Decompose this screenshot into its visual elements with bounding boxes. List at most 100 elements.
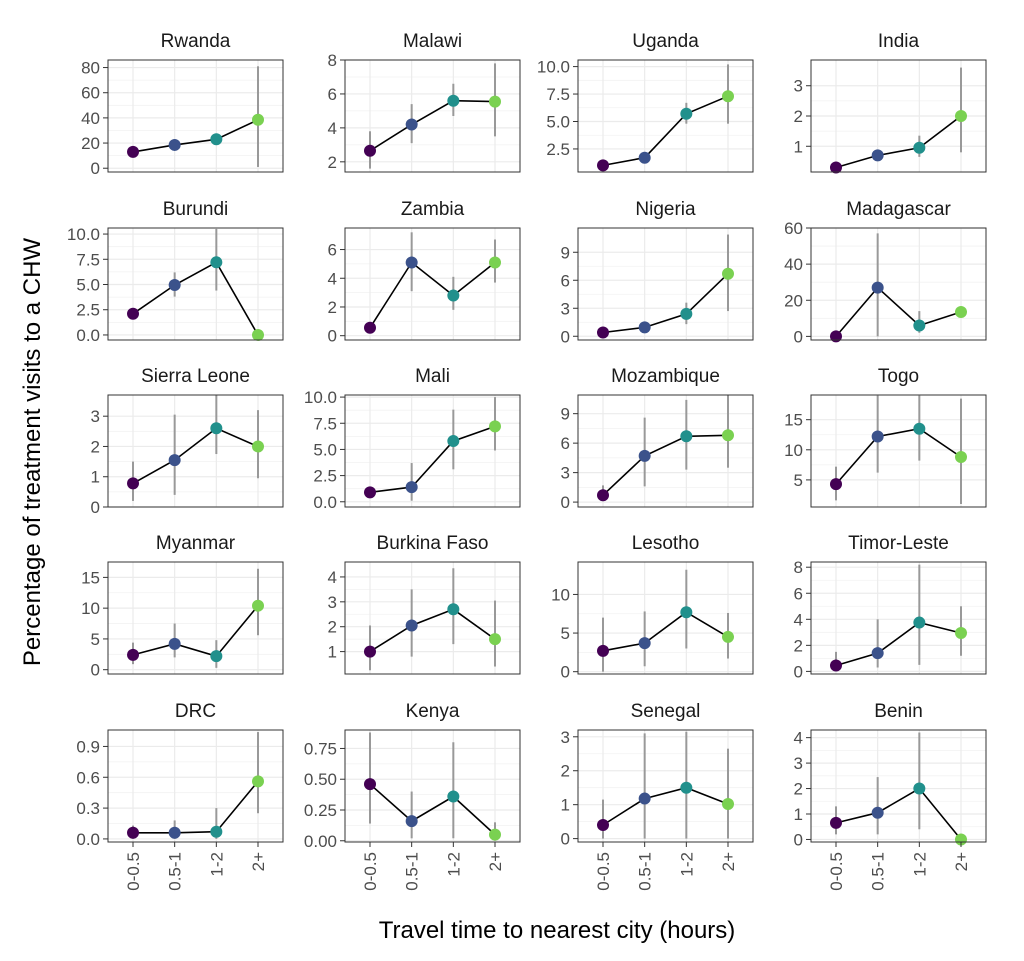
panel-border xyxy=(810,561,987,675)
data-point xyxy=(913,319,926,332)
data-point xyxy=(168,826,181,839)
facet-title: Burundi xyxy=(163,199,229,220)
y-tick-label: 20 xyxy=(81,134,100,153)
y-tick-label: 3 xyxy=(561,728,570,747)
facet-title: Senegal xyxy=(631,701,701,722)
panel-border xyxy=(107,227,284,341)
panel-background xyxy=(108,395,283,507)
data-point xyxy=(871,430,884,443)
panel-border xyxy=(344,561,521,675)
panel-madagascar: 0 20 40 60 Madagascar xyxy=(784,199,987,346)
data-point xyxy=(597,326,609,339)
panel-background xyxy=(578,60,753,172)
x-tick-label: 0-0.5 xyxy=(827,852,846,891)
x-tick-label: 0-0.5 xyxy=(361,852,380,891)
panel-sierra-leone: 0 1 2 3 Sierra Leone xyxy=(91,366,284,517)
facet-title: Togo xyxy=(878,366,919,387)
data-point xyxy=(489,633,501,646)
data-point xyxy=(489,95,501,108)
y-tick-label: 3 xyxy=(328,593,337,612)
y-tick-label: 10.0 xyxy=(537,58,570,77)
data-point xyxy=(955,626,967,639)
x-tick-label: 0.5-1 xyxy=(403,852,422,891)
panel-background xyxy=(811,395,986,507)
y-tick-label: 2 xyxy=(328,153,337,172)
panel-zambia: 0 2 4 6 Zambia xyxy=(328,199,521,346)
data-point xyxy=(955,110,967,122)
facet-title: Madagascar xyxy=(846,199,951,220)
y-tick-label: 0.0 xyxy=(76,326,100,345)
y-axis-title: Percentage of treatment visits to a CHW xyxy=(19,238,46,667)
panel-background xyxy=(811,562,986,674)
y-tick-label: 2 xyxy=(91,437,100,456)
panel-background xyxy=(578,228,753,340)
panel-nigeria: 0 3 6 9 Nigeria xyxy=(561,199,754,346)
series-line xyxy=(369,425,496,494)
data-point xyxy=(210,133,223,146)
data-point xyxy=(447,94,460,107)
y-tick-label: 0.9 xyxy=(76,737,100,756)
series-line xyxy=(602,95,729,167)
data-point xyxy=(638,321,651,334)
data-point xyxy=(722,630,734,643)
panel-benin: 0 1 2 3 4 Benin 0-0.5 0.5-1 1-2 2+ xyxy=(794,701,987,891)
y-tick-label: 2 xyxy=(794,780,803,799)
y-tick-label: 2 xyxy=(328,298,337,317)
y-tick-label: 80 xyxy=(81,59,100,78)
panel-border xyxy=(107,729,284,843)
y-tick-label: 4 xyxy=(328,568,337,587)
data-point xyxy=(830,478,842,491)
data-point xyxy=(597,819,609,832)
data-point xyxy=(830,161,842,174)
data-point xyxy=(638,449,651,462)
data-point xyxy=(210,650,223,663)
data-point xyxy=(364,321,376,334)
data-point xyxy=(127,648,139,661)
y-tick-label: 5.0 xyxy=(313,440,337,459)
y-tick-label: 2.5 xyxy=(313,467,337,486)
y-tick-label: 7.5 xyxy=(76,250,100,269)
y-tick-label: 0 xyxy=(561,830,570,849)
x-tick-label: 2+ xyxy=(486,852,505,871)
panel-malawi: 2 4 6 8 Malawi xyxy=(328,31,521,173)
y-tick-label: 3 xyxy=(794,754,803,773)
data-point xyxy=(405,815,418,828)
panel-uganda: 2.5 5.0 7.5 10.0 Uganda xyxy=(537,31,754,173)
y-tick-label: 40 xyxy=(784,255,803,274)
y-tick-label: 0.6 xyxy=(76,768,100,787)
y-tick-label: 2 xyxy=(561,762,570,781)
data-point xyxy=(489,828,501,841)
data-point xyxy=(597,489,609,502)
y-tick-label: 6 xyxy=(561,271,570,290)
facet-title: India xyxy=(878,31,920,52)
y-tick-label: 20 xyxy=(784,291,803,310)
data-point xyxy=(210,825,223,838)
facet-title: Uganda xyxy=(632,31,699,52)
panel-mali: 0.0 2.5 5.0 7.5 10.0 Mali xyxy=(304,366,521,512)
panel-senegal: 0 1 2 3 Senegal 0-0.5 0.5-1 1-2 2+ xyxy=(561,701,754,891)
panel-border xyxy=(577,227,754,341)
series-line xyxy=(132,427,259,485)
panel-border xyxy=(344,394,521,508)
x-tick-label: 2+ xyxy=(719,852,738,871)
panel-border xyxy=(577,394,754,508)
data-point xyxy=(168,454,181,467)
x-axis-title: Travel time to nearest city (hours) xyxy=(379,917,736,944)
series-line xyxy=(835,787,962,841)
x-tick-label: 0-0.5 xyxy=(594,852,613,891)
series-line xyxy=(602,786,729,826)
panel-border xyxy=(107,394,284,508)
data-point xyxy=(447,603,460,616)
data-point xyxy=(405,481,418,494)
panel-border xyxy=(577,561,754,675)
facet-title: Kenya xyxy=(406,701,460,722)
data-point xyxy=(830,659,842,672)
facet-title: Mozambique xyxy=(611,366,720,387)
y-tick-label: 3 xyxy=(561,464,570,483)
panel-border xyxy=(577,59,754,173)
y-tick-label: 5 xyxy=(794,471,803,490)
y-tick-label: 2 xyxy=(794,636,803,655)
facet-title: Nigeria xyxy=(635,199,696,220)
data-point xyxy=(955,451,967,464)
y-tick-label: 8 xyxy=(794,558,803,577)
